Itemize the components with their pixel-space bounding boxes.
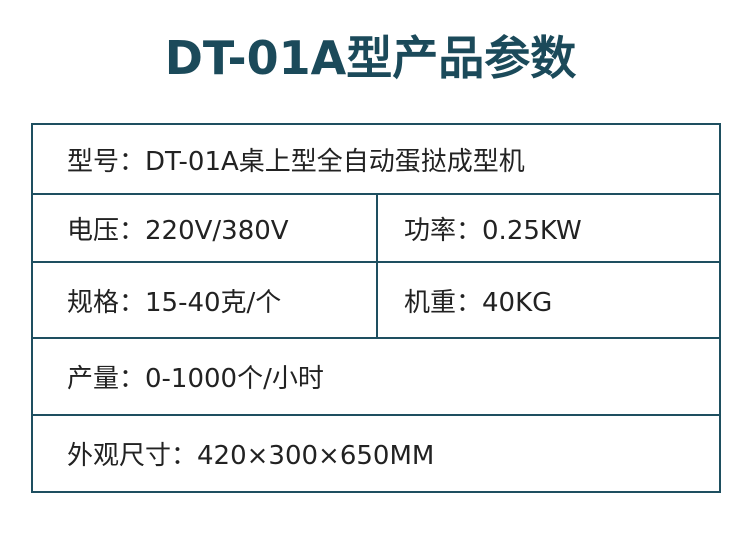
weight-cell: 机重：40KG (376, 263, 719, 337)
table-row: 规格：15-40克/个 机重：40KG (33, 263, 719, 339)
model-cell: 型号：DT-01A桌上型全自动蛋挞成型机 (67, 146, 525, 177)
table-row: 产量：0-1000个/小时 (33, 339, 719, 416)
spec-table: 型号：DT-01A桌上型全自动蛋挞成型机 电压：220V/380V 功率：0.25… (31, 123, 721, 493)
size-cell: 外观尺寸：420×300×650MM (67, 441, 435, 471)
table-row: 电压：220V/380V 功率：0.25KW (33, 195, 719, 263)
table-row: 型号：DT-01A桌上型全自动蛋挞成型机 (33, 125, 719, 195)
spec-cell: 规格：15-40克/个 (67, 287, 282, 318)
output-cell: 产量：0-1000个/小时 (67, 364, 324, 394)
table-row: 外观尺寸：420×300×650MM (33, 416, 719, 491)
page-title: DT-01A型产品参数 (164, 31, 577, 85)
power-cell: 功率：0.25KW (376, 195, 719, 261)
voltage-cell: 电压：220V/380V (67, 215, 289, 246)
